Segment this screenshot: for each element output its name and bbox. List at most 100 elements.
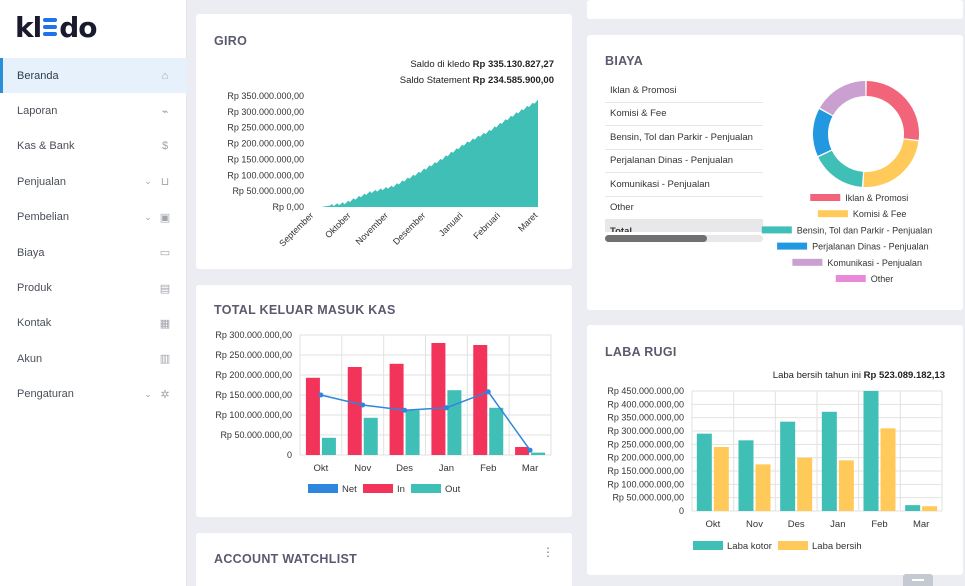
kas-legend-swatch [363,484,393,493]
laba-y-tick: Rp 200.000.000,00 [607,453,684,463]
sidebar-item-label: Laporan [17,105,58,118]
laba-x-tick: Jan [830,519,845,530]
biaya-chart: Iklan & Promosi Komisi & Fee Bensin, Tol d… [761,81,932,284]
biaya-scrollbar-thumb[interactable] [605,235,707,242]
kas-bar-out[interactable] [531,452,546,455]
watchlist-title: ACCOUNT WATCHLIST [214,552,358,566]
sidebar-item-akun[interactable]: Akun ▥ [0,341,187,376]
sidebar-item-produk[interactable]: Produk ▤ [0,270,187,305]
sidebar-item-kontak[interactable]: Kontak ▦ [0,306,187,341]
kas-bar-in[interactable] [347,367,362,455]
kas-net-point[interactable] [360,402,366,408]
giro-y-tick: Rp 350.000.000,00 [227,91,304,101]
sidebar-item-pembelian[interactable]: Pembelian ⌄ ▣ [0,200,187,235]
kas-net-point[interactable] [318,392,324,398]
biaya-row[interactable]: Komunikasi - Penjualan [605,173,763,197]
biaya-row[interactable]: Komisi & Fee [605,103,763,126]
id-card-icon: ▦ [159,317,171,330]
laba-bar-kotor[interactable] [738,440,754,511]
giro-x-tick: Oktober [323,210,353,240]
laba-bar-bersih[interactable] [880,428,896,511]
kas-y-tick: Rp 100.000.000,00 [215,410,292,420]
sidebar-item-pengaturan[interactable]: Pengaturan ⌄ ✲ [0,377,187,412]
biaya-slice[interactable] [818,150,864,187]
biaya-slice[interactable] [819,81,866,116]
scroll-top-button[interactable] [903,574,933,586]
saldo-kledo-value: Rp 335.130.827,27 [472,59,554,70]
sidebar-item-label: Pengaturan [17,388,74,401]
biaya-title: BIAYA [605,54,644,68]
kas-bar-in[interactable] [431,343,446,455]
kas-bar-out[interactable] [489,407,504,455]
biaya-row[interactable]: Total [605,220,763,232]
biaya-legend-swatch [777,242,808,250]
laba-legend-label: Laba bersih [812,541,862,552]
logo[interactable]: kl do [15,10,98,44]
giro-card: GIRO Saldo di kledo Rp 335.130.827,27 Sa… [196,14,572,269]
laba-bar-bersih[interactable] [838,460,854,511]
giro-area [321,99,538,207]
biaya-row[interactable]: Perjalanan Dinas - Penjualan [605,150,763,173]
laba-bar-bersih[interactable] [797,457,813,511]
laba-bar-kotor[interactable] [863,391,879,511]
list-icon: ▥ [159,353,171,366]
giro-y-tick: Rp 200.000.000,00 [227,139,304,149]
sidebar-item-label: Produk [17,282,52,295]
kas-bar-out[interactable] [321,437,336,455]
kas-net-point[interactable] [443,405,449,411]
kas-bar-out[interactable] [363,417,378,455]
kas-net-point[interactable] [485,389,491,395]
laba-y-tick: Rp 350.000.000,00 [607,413,684,423]
sidebar-item-label: Biaya [17,246,45,259]
kas-legend-label: Net [342,484,357,495]
laba-bar-kotor[interactable] [780,421,796,511]
kas-bar-out[interactable] [447,390,462,455]
biaya-slice[interactable] [866,81,919,140]
giro-x-tick: Februari [471,210,502,241]
kas-net-point[interactable] [402,407,408,413]
biaya-row[interactable]: Bensin, Tol dan Parkir - Penjualan [605,126,763,150]
laba-bar-kotor[interactable] [905,505,921,511]
laba-x-tick: Okt [705,519,720,530]
biaya-legend-label: Komisi & Fee [853,209,907,219]
laba-x-tick: Feb [871,519,887,530]
sidebar-item-biaya[interactable]: Biaya ▭ [0,235,187,270]
sidebar-item-laporan[interactable]: Laporan ⌁ [0,93,187,128]
sidebar-item-penjualan[interactable]: Penjualan ⌄ ⊔ [0,164,187,199]
biaya-table[interactable]: Iklan & Promosi Komisi & Fee Bensin, Tol d… [605,79,763,232]
kas-bar-out[interactable] [405,410,420,455]
sidebar-item-label: Akun [17,352,43,365]
kas-x-tick: Okt [314,463,329,474]
laba-bar-kotor[interactable] [696,433,712,511]
biaya-legend-label: Perjalanan Dinas - Penjualan [812,242,929,252]
laba-x-tick: Mar [913,519,929,530]
laba-bar-bersih[interactable] [713,447,729,511]
kas-bar-in[interactable] [473,345,488,455]
laba-bar-bersih[interactable] [755,464,771,511]
home-icon: ⌂ [161,69,169,82]
laba-bar-bersih[interactable] [922,506,938,511]
biaya-slice[interactable] [863,139,919,187]
sidebar-item-label: Penjualan [17,175,66,188]
chart-icon: ⌁ [161,105,169,118]
giro-x-tick: Desember [391,210,427,246]
sidebar-item-kas-bank[interactable]: Kas & Bank $ [0,129,187,164]
saldo-statement-value: Rp 234.585.900,00 [472,75,554,86]
biaya-slice[interactable] [813,109,833,156]
kebab-icon[interactable]: ⋮ [542,545,554,559]
kas-bar-in[interactable] [515,447,530,455]
laba-bar-kotor[interactable] [821,411,837,511]
biaya-legend-swatch [817,210,848,218]
bag-icon: ▣ [159,211,171,224]
laba-x-tick: Nov [746,519,763,530]
biaya-row[interactable]: Iklan & Promosi [605,79,763,103]
kas-y-tick: Rp 200.000.000,00 [215,370,292,380]
kas-legend-label: In [397,484,405,495]
giro-x-tick: Maret [516,210,540,234]
sidebar-item-beranda[interactable]: Beranda ⌂ [0,58,187,94]
logo-stack-icon [43,18,58,36]
kas-net-point[interactable] [527,447,533,453]
biaya-row[interactable]: Other [605,197,763,220]
giro-chart: Rp 350.000.000,00 Rp 300.000.000,00 Rp 250… [227,91,540,249]
kas-bar-in[interactable] [305,377,320,455]
